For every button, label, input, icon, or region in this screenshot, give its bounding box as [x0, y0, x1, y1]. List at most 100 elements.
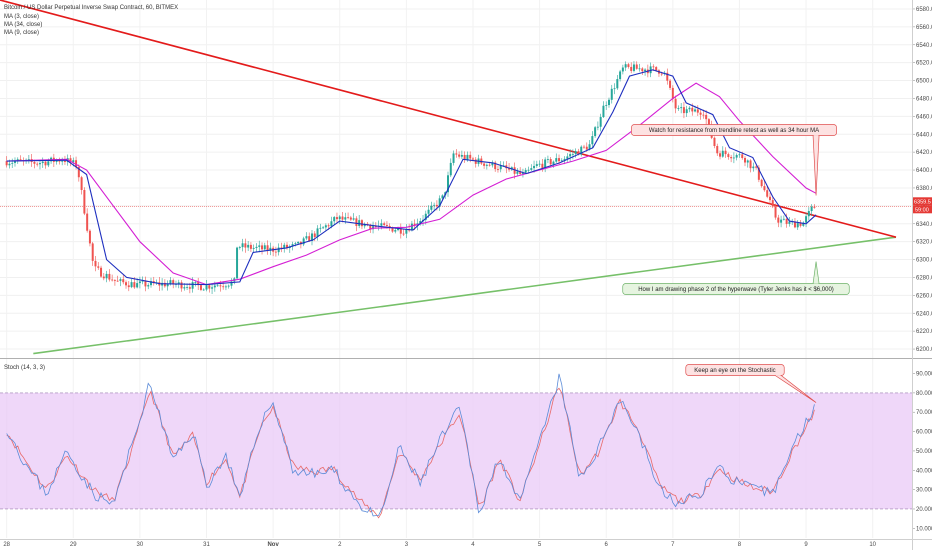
candle-body	[391, 227, 394, 232]
stochastic-band	[0, 392, 912, 509]
candle-body	[330, 221, 333, 227]
time-tick-label: Nov	[267, 542, 279, 548]
stochastic-tick-label: 80.0000	[916, 391, 932, 397]
price-tick-label: 6240.0	[916, 311, 932, 317]
candle-body	[111, 279, 114, 281]
candle-body	[413, 223, 416, 226]
candle-body	[660, 73, 663, 75]
resistance-trendline	[0, 0, 897, 238]
candle-body	[5, 161, 8, 166]
candle-body	[286, 244, 289, 248]
candle-body	[508, 168, 511, 170]
candle-body	[383, 223, 386, 225]
candle-body	[757, 167, 760, 180]
candle-body	[549, 159, 552, 165]
candle-body	[485, 164, 488, 166]
time-tick-label: 28	[3, 542, 10, 548]
candle-body	[33, 161, 36, 164]
candle-body	[269, 247, 272, 251]
candle-body	[619, 71, 622, 80]
candle-body	[696, 109, 699, 113]
candle-body	[427, 209, 430, 214]
candle-body	[197, 282, 200, 286]
candle-body	[83, 189, 86, 214]
candle-body	[599, 117, 602, 127]
candle-body	[530, 168, 533, 170]
candle-body	[499, 165, 502, 170]
stochastic-d-line	[6, 387, 815, 519]
candle-body	[338, 216, 341, 220]
candle-body	[347, 217, 350, 219]
candle-body	[732, 157, 735, 159]
candle-body	[685, 109, 688, 114]
candle-body	[166, 283, 169, 287]
candle-body	[319, 227, 322, 229]
candle-body	[410, 223, 413, 231]
candle-body	[524, 170, 527, 173]
candle-body	[577, 151, 580, 155]
candle-body	[605, 105, 608, 106]
candle-body	[97, 266, 100, 268]
candle-body	[208, 285, 211, 289]
candle-body	[263, 245, 266, 250]
candle-body	[777, 217, 780, 223]
candle-body	[521, 172, 524, 174]
candle-body	[580, 146, 583, 155]
candle-body	[399, 228, 402, 234]
candle-body	[552, 161, 555, 165]
candle-body	[11, 162, 14, 164]
price-grid	[0, 0, 912, 538]
time-tick-label: 6	[605, 542, 609, 548]
price-axis: 6200.0 6220.0 6240.0 6260.0 6280.0 6300.0 6320…	[912, 7, 932, 353]
resistance-callout: Watch for resistance from trendline rete…	[631, 124, 837, 196]
candle-body	[294, 243, 297, 245]
candle-body	[163, 282, 166, 287]
candle-body	[571, 153, 574, 155]
candle-body	[69, 158, 72, 163]
candle-body	[397, 228, 400, 231]
candle-body	[388, 225, 391, 228]
candle-body	[624, 64, 627, 68]
candle-body	[177, 282, 180, 284]
candle-body	[236, 247, 239, 279]
candle-body	[535, 164, 538, 166]
candle-body	[435, 204, 438, 207]
candle-body	[569, 154, 572, 157]
candle-body	[669, 80, 672, 88]
candle-body	[394, 230, 397, 232]
candle-body	[702, 114, 705, 116]
candle-body	[730, 157, 733, 159]
candle-body	[588, 144, 591, 150]
time-tick-label: 29	[70, 542, 77, 548]
ma-34-line	[6, 82, 817, 286]
candle-body	[94, 260, 97, 267]
stochastic-tick-label: 90.0000	[916, 372, 932, 378]
trendlines	[0, 0, 912, 355]
candle-body	[785, 218, 788, 224]
candle-body	[610, 88, 613, 100]
candle-body	[58, 160, 61, 162]
stochastic-tick-label: 10.0000	[916, 526, 932, 532]
price-tick-label: 6320.0	[916, 240, 932, 246]
candle-body	[594, 127, 597, 137]
candle-body	[735, 155, 738, 158]
price-tick-label: 6300.0	[916, 258, 932, 264]
candle-body	[149, 281, 152, 286]
legend-ma-3: MA (3, close)	[4, 14, 39, 20]
candle-body	[327, 225, 330, 227]
candle-body	[183, 287, 186, 289]
candle-body	[213, 285, 216, 288]
candle-body	[474, 159, 477, 164]
candle-body	[713, 137, 716, 146]
candle-body	[360, 220, 363, 227]
candle-body	[302, 238, 305, 245]
candle-body	[541, 163, 544, 168]
candle-body	[297, 241, 300, 244]
candle-body	[558, 158, 561, 162]
price-tick-label: 6340.0	[916, 222, 932, 228]
candle-body	[186, 287, 189, 288]
candle-body	[627, 64, 630, 67]
candle-body	[677, 108, 680, 109]
candle-body	[75, 160, 78, 168]
